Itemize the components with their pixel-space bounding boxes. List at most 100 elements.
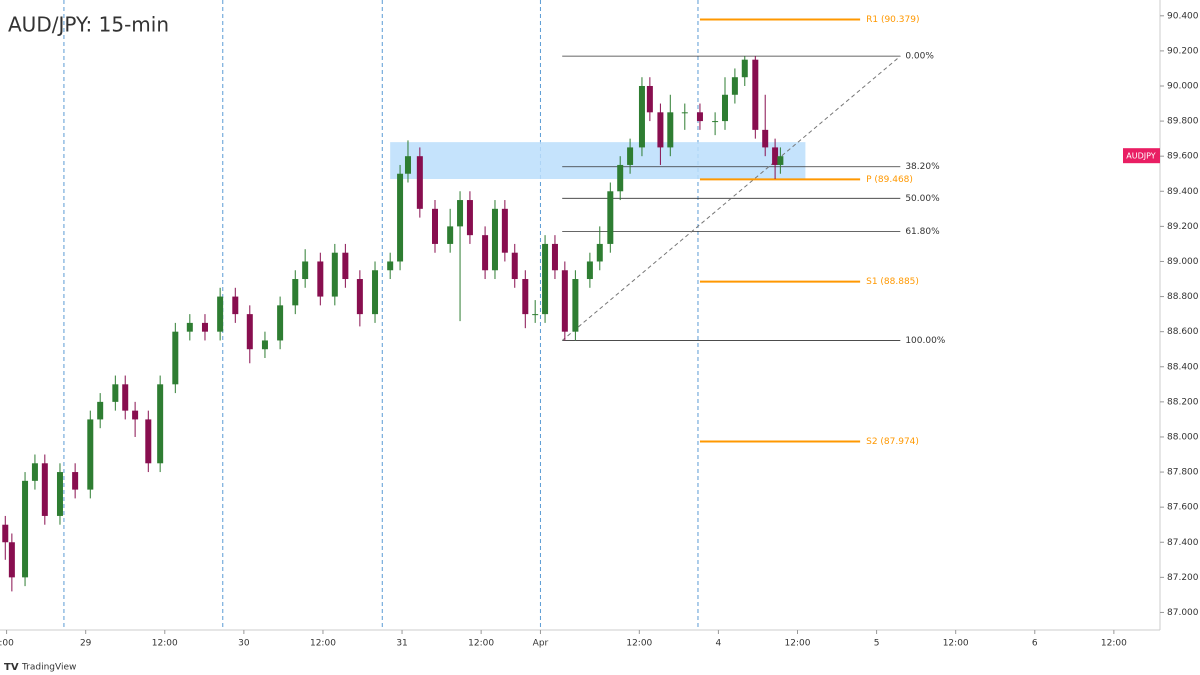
y-tick-label: 89.000	[1167, 257, 1199, 267]
candle-body	[646, 85, 653, 113]
candle-body	[302, 261, 309, 280]
symbol-tag: AUDJPY	[1126, 152, 1155, 161]
candle-body	[617, 164, 624, 192]
footer: TradingView	[21, 663, 76, 673]
y-tick-label: 87.800	[1167, 468, 1199, 478]
y-tick-label: 88.000	[1167, 432, 1199, 442]
pivot-label: S2 (87.974)	[866, 437, 919, 447]
candle-body	[741, 59, 748, 78]
fib-label: 50.00%	[905, 194, 940, 204]
candle-body	[491, 208, 498, 271]
fib-label: 0.00%	[905, 52, 934, 62]
x-tick-label: 12:00	[943, 639, 969, 649]
candle-body	[696, 112, 703, 122]
candle-body	[522, 279, 529, 315]
y-tick-label: 88.200	[1167, 397, 1199, 407]
candle-body	[657, 112, 664, 148]
candle-body	[97, 401, 104, 420]
x-tick-label: 12:00	[152, 639, 178, 649]
candle-body	[638, 85, 645, 148]
candle-body	[201, 322, 208, 332]
candle-body	[416, 156, 423, 209]
candle-body	[561, 270, 568, 332]
x-tick-label: :00	[0, 639, 14, 649]
candle-body	[627, 147, 634, 165]
candle-body	[397, 173, 404, 262]
y-tick-label: 89.600	[1167, 152, 1199, 162]
candle-body	[681, 112, 688, 114]
candle-body	[482, 235, 489, 271]
candle-body	[87, 419, 94, 490]
candle-body	[41, 463, 48, 516]
candle-body	[186, 322, 193, 332]
candle-body	[777, 156, 784, 165]
candle-body	[511, 252, 518, 280]
candle-body	[551, 243, 558, 271]
y-tick-label: 90.400	[1167, 11, 1199, 21]
candle-body	[532, 314, 539, 316]
candle-body	[277, 305, 284, 341]
y-tick-label: 88.400	[1167, 362, 1199, 372]
candle-body	[122, 384, 129, 411]
y-tick-label: 90.200	[1167, 46, 1199, 56]
candle-body	[387, 261, 394, 271]
x-tick-label: Apr	[533, 639, 549, 649]
y-tick-label: 89.800	[1167, 117, 1199, 127]
y-tick-label: 87.000	[1167, 608, 1199, 618]
candle-body	[172, 331, 179, 385]
y-tick-label: 87.200	[1167, 573, 1199, 583]
candle-body	[331, 252, 338, 297]
y-tick-label: 89.200	[1167, 222, 1199, 232]
candle-body	[542, 243, 549, 315]
x-tick-label: 5	[874, 639, 880, 649]
candle-body	[145, 419, 152, 464]
x-tick-label: 29	[80, 639, 92, 649]
x-tick-label: 30	[238, 639, 250, 649]
supply-zone	[390, 142, 806, 179]
candle-body	[432, 208, 438, 244]
candle-body	[457, 200, 464, 227]
candle-body	[31, 463, 38, 481]
candle-body	[22, 480, 29, 578]
candle-body	[667, 112, 674, 148]
y-tick-label: 89.400	[1167, 187, 1199, 197]
candle-body	[501, 208, 508, 253]
y-tick-label: 90.000	[1167, 81, 1199, 91]
candle-body	[466, 200, 473, 236]
x-tick-label: 12:00	[785, 639, 811, 649]
candle-body	[572, 279, 579, 332]
y-tick-label: 87.600	[1167, 503, 1199, 513]
candle-body	[772, 147, 779, 165]
logo: TV	[4, 662, 19, 673]
fib-label: 100.00%	[905, 336, 945, 346]
candle-body	[261, 340, 268, 350]
candle-body	[731, 77, 738, 95]
candle-body	[607, 191, 614, 244]
candle-body	[762, 129, 769, 148]
x-tick-label: 12:00	[626, 639, 652, 649]
candle-body	[232, 296, 239, 315]
candle-body	[356, 279, 363, 315]
pivot-label: R1 (90.379)	[866, 15, 919, 25]
candle-body	[342, 252, 349, 280]
fib-label: 61.80%	[905, 227, 940, 237]
x-tick-label: 4	[716, 639, 722, 649]
candle-body	[56, 472, 63, 516]
x-tick-label: 12:00	[468, 639, 494, 649]
candle-body	[112, 384, 119, 402]
candle-body	[372, 270, 379, 315]
candle-body	[712, 121, 719, 123]
x-tick-label: 12:00	[310, 639, 336, 649]
candle-body	[722, 94, 728, 122]
candle-body	[752, 59, 759, 130]
candle-body	[447, 226, 454, 244]
y-tick-label: 88.600	[1167, 327, 1199, 337]
x-tick-label: 31	[396, 639, 407, 649]
candle-body	[246, 314, 253, 350]
candle-body	[404, 156, 411, 174]
candle-body	[157, 384, 164, 464]
fib-label: 38.20%	[905, 162, 940, 172]
